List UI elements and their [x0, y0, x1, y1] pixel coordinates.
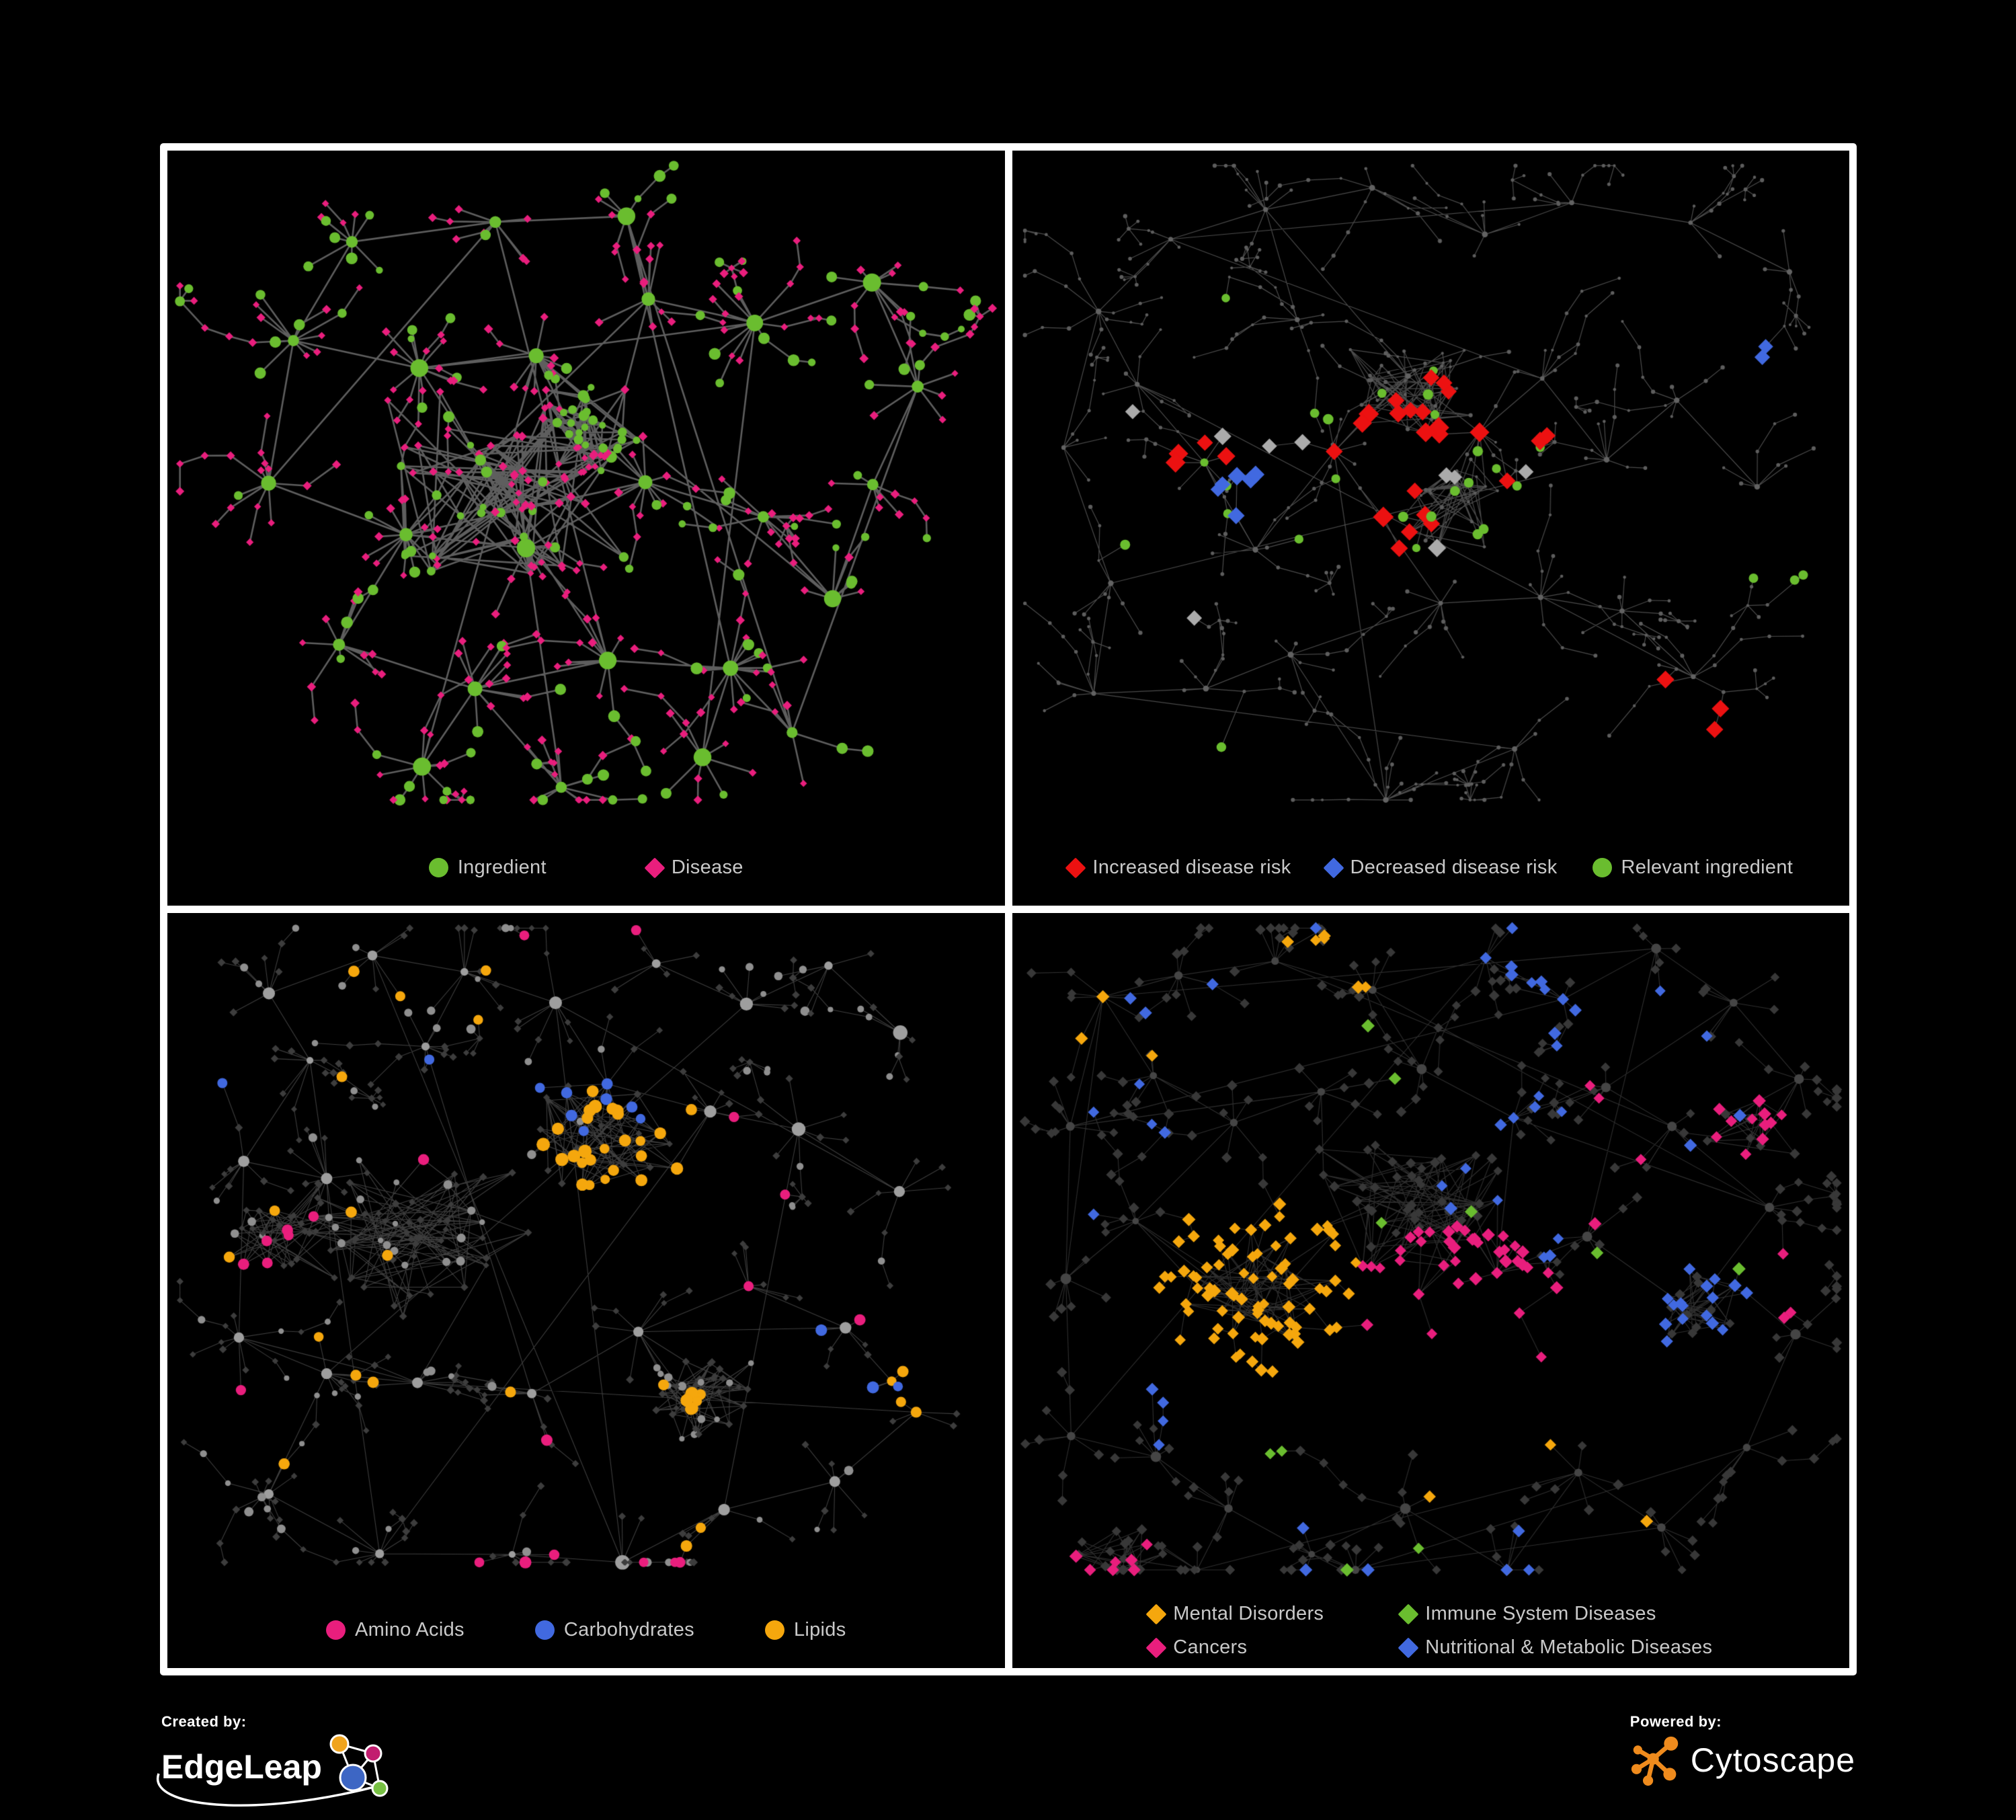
panel-grid: Ingredient Disease Increased disease risk…: [160, 143, 1857, 1675]
legend-disease-categories: Mental Disorders Immune System Diseases Ca…: [1012, 1603, 1850, 1659]
legend-item: Nutritional & Metabolic Diseases: [1398, 1636, 1713, 1659]
legend-item: Increased disease risk: [1065, 857, 1291, 879]
legend-item: Lipids: [764, 1619, 846, 1641]
disease-risk-network-canvas: [1012, 151, 1849, 906]
diamond-swatch-icon: [1145, 1603, 1167, 1625]
diamond-swatch-icon: [1065, 857, 1086, 879]
cytoscape-credit: Powered by: Cytoscape: [1630, 1713, 1855, 1787]
powered-by-label: Powered by:: [1629, 1713, 1722, 1730]
legend-item: Immune System Diseases: [1398, 1603, 1656, 1625]
legend-label: Ingredient: [457, 857, 547, 878]
legend-label: Relevant ingredient: [1621, 857, 1793, 878]
edgeleap-wordmark: EdgeLeap: [161, 1748, 322, 1786]
legend-disease-risk: Increased disease risk Decreased disease …: [1012, 857, 1850, 879]
diamond-swatch-icon: [1145, 1636, 1167, 1659]
diamond-swatch-icon: [1322, 857, 1344, 879]
legend-label: Carbohydrates: [563, 1619, 694, 1640]
legend-item: Relevant ingredient: [1592, 857, 1793, 879]
legend-item: Ingredient: [428, 857, 547, 879]
compound-classes-network-canvas: [167, 913, 1005, 1668]
edgeleap-network-icon: [329, 1734, 389, 1797]
legend-label: Increased disease risk: [1092, 857, 1291, 878]
edgeleap-swoosh: [156, 1773, 374, 1807]
legend-item: Carbohydrates: [534, 1619, 694, 1641]
legend-item: Disease: [644, 857, 743, 879]
legend-item: Mental Disorders: [1145, 1603, 1324, 1625]
legend-label: Disease: [671, 857, 743, 878]
created-by-label: Created by:: [161, 1713, 247, 1730]
diamond-swatch-icon: [1398, 1603, 1419, 1625]
cytoscape-network-icon: [1631, 1736, 1679, 1786]
legend-label: Cancers: [1173, 1636, 1248, 1658]
panel-disease-categories: Mental Disorders Immune System Diseases Ca…: [1012, 913, 1850, 1668]
legend-item: Cancers: [1145, 1636, 1248, 1659]
legend-label: Immune System Diseases: [1425, 1603, 1656, 1624]
legend-ingredient-disease: Ingredient Disease: [167, 857, 1005, 879]
disease-categories-network-canvas: [1012, 913, 1849, 1668]
legend-item: Decreased disease risk: [1322, 857, 1558, 879]
panel-ingredient-disease: Ingredient Disease: [167, 151, 1005, 906]
circle-swatch-icon: [534, 1620, 555, 1640]
legend-label: Mental Disorders: [1173, 1603, 1324, 1624]
circle-swatch-icon: [325, 1620, 346, 1640]
legend-compound-classes: Amino Acids Carbohydrates Lipids: [167, 1619, 1005, 1641]
edgeleap-logo: EdgeLeap: [156, 1732, 395, 1807]
circle-swatch-icon: [764, 1620, 784, 1640]
legend-label: Amino Acids: [354, 1619, 465, 1640]
circle-swatch-icon: [428, 858, 448, 877]
ingredient-disease-network-canvas: [167, 151, 1005, 906]
diamond-swatch-icon: [1398, 1636, 1419, 1659]
circle-swatch-icon: [1592, 858, 1612, 877]
panel-disease-risk: Increased disease risk Decreased disease …: [1012, 151, 1850, 906]
diamond-swatch-icon: [644, 857, 666, 879]
legend-label: Decreased disease risk: [1350, 857, 1558, 878]
legend-item: Amino Acids: [325, 1619, 465, 1641]
cytoscape-logo: Cytoscape: [1630, 1733, 1855, 1787]
cytoscape-wordmark: Cytoscape: [1690, 1741, 1855, 1779]
panel-compound-classes: Amino Acids Carbohydrates Lipids: [167, 913, 1005, 1668]
edgeleap-credit: Created by: EdgeLeap: [156, 1713, 395, 1807]
legend-label: Lipids: [793, 1619, 846, 1640]
legend-label: Nutritional & Metabolic Diseases: [1425, 1636, 1713, 1658]
